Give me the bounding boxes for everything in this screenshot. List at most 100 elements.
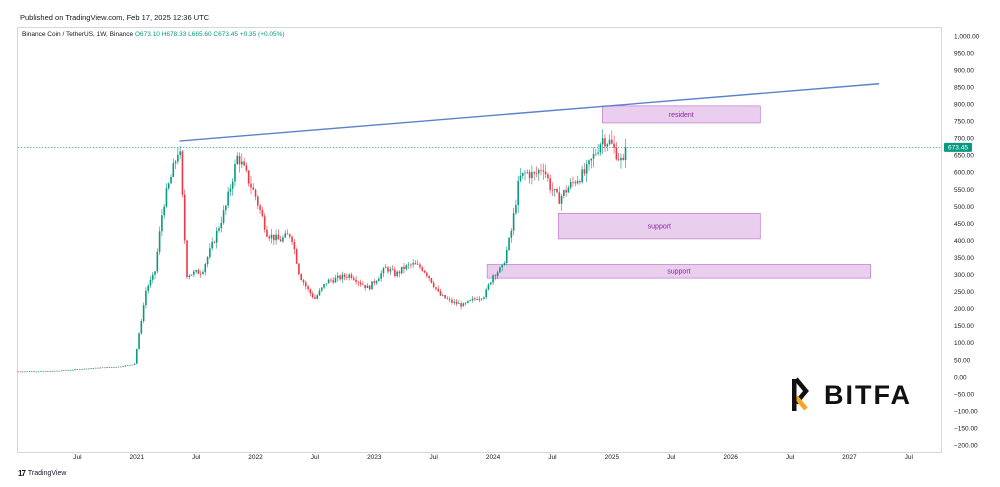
candle-body xyxy=(355,279,357,283)
candle-body xyxy=(501,265,504,268)
candle-body xyxy=(432,282,435,288)
candle-body xyxy=(275,234,277,241)
y-tick-label: 100.00 xyxy=(954,340,974,347)
candle-body xyxy=(103,367,106,369)
candle-body xyxy=(400,266,403,274)
candle-body xyxy=(350,274,353,278)
candle-body xyxy=(604,138,606,147)
candle-body xyxy=(426,272,428,276)
candle-body xyxy=(113,367,115,368)
candle-body xyxy=(544,171,547,175)
candle-body xyxy=(202,271,204,274)
candle-body xyxy=(44,370,47,372)
candle-body xyxy=(108,367,111,368)
candle-body xyxy=(311,293,314,298)
candle-body xyxy=(257,196,259,206)
candle-body xyxy=(419,264,421,268)
candle-body xyxy=(473,298,476,300)
candle-body xyxy=(247,170,250,184)
candle-body xyxy=(396,271,398,277)
zone-label: resident xyxy=(669,112,694,119)
candle-body xyxy=(88,368,90,370)
candle-body xyxy=(398,271,401,274)
candle-body xyxy=(254,189,257,197)
candle-body xyxy=(206,257,209,265)
candle-body xyxy=(119,366,122,368)
candle-body xyxy=(606,144,609,147)
candle-body xyxy=(576,181,579,184)
candle-body xyxy=(190,274,193,276)
candle-body xyxy=(519,175,522,181)
x-tick-label: Jul xyxy=(430,454,439,461)
zone-label: support xyxy=(667,269,690,276)
y-tick-label: 1,000.00 xyxy=(954,33,980,40)
candle-body xyxy=(293,241,296,250)
candle-body xyxy=(583,169,586,174)
candle-body xyxy=(553,188,556,191)
candle-body xyxy=(348,274,350,278)
candle-body xyxy=(437,288,440,292)
candle-body xyxy=(524,172,526,174)
candle-body xyxy=(181,151,184,195)
candle-body xyxy=(558,192,561,204)
candle-body xyxy=(453,301,456,303)
candle-body xyxy=(423,270,426,273)
candle-body xyxy=(503,263,506,266)
tradingview-brand: TradingView xyxy=(27,470,67,477)
candle-body xyxy=(76,369,79,370)
x-tick-label: Jul xyxy=(192,454,201,461)
symbol-name: Binance Coin / TetherUS, 1W, Binance xyxy=(22,31,134,38)
candle-body xyxy=(83,368,86,370)
candle-body xyxy=(186,240,188,278)
candle-body xyxy=(133,363,136,365)
x-tick-label: 2022 xyxy=(248,454,263,461)
candle-body xyxy=(259,205,261,211)
candle-body xyxy=(138,333,140,350)
tradingview-footer[interactable]: 17 TradingView xyxy=(18,469,66,478)
candle-body xyxy=(499,267,501,273)
candle-body xyxy=(412,263,414,265)
bitfa-logo-icon xyxy=(792,377,809,411)
candle-body xyxy=(332,280,334,283)
candle-body xyxy=(51,370,54,372)
candle-body xyxy=(69,370,72,371)
candle-body xyxy=(601,138,604,145)
candle-body xyxy=(236,155,239,165)
candle-body xyxy=(620,157,622,161)
candle-body xyxy=(149,279,152,286)
candle-body xyxy=(442,295,444,296)
candle-body xyxy=(282,237,284,242)
candle-body xyxy=(537,169,540,174)
y-tick-label: 600.00 xyxy=(954,170,974,177)
candle-body xyxy=(298,263,300,275)
candle-body xyxy=(448,298,451,300)
candle-body xyxy=(585,164,588,174)
candle-body xyxy=(512,213,515,231)
candle-body xyxy=(325,283,328,285)
candle-body xyxy=(302,280,305,283)
candle-body xyxy=(124,365,127,367)
candle-body xyxy=(343,274,346,277)
candle-body xyxy=(165,188,168,207)
chart-frame xyxy=(17,27,942,453)
candle-body xyxy=(617,159,620,161)
published-info: Published on TradingView.com, Feb 17, 20… xyxy=(20,13,210,22)
candle-body xyxy=(126,365,129,366)
y-tick-label: −200.00 xyxy=(954,443,978,450)
y-tick-label: 900.00 xyxy=(954,67,974,74)
candle-body xyxy=(430,278,433,283)
candle-body xyxy=(439,291,442,296)
candle-body xyxy=(380,273,382,279)
candle-body xyxy=(204,264,207,272)
candle-body xyxy=(177,155,179,162)
x-tick-label: 2023 xyxy=(367,454,382,461)
candle-body xyxy=(101,367,104,369)
candle-body xyxy=(451,299,453,303)
candle-body xyxy=(183,194,186,241)
candle-body xyxy=(270,234,273,239)
symbol-line: Binance Coin / TetherUS, 1W, Binance O67… xyxy=(22,31,285,38)
candle-body xyxy=(357,282,360,283)
candle-body xyxy=(209,248,211,258)
candle-body xyxy=(309,289,312,294)
